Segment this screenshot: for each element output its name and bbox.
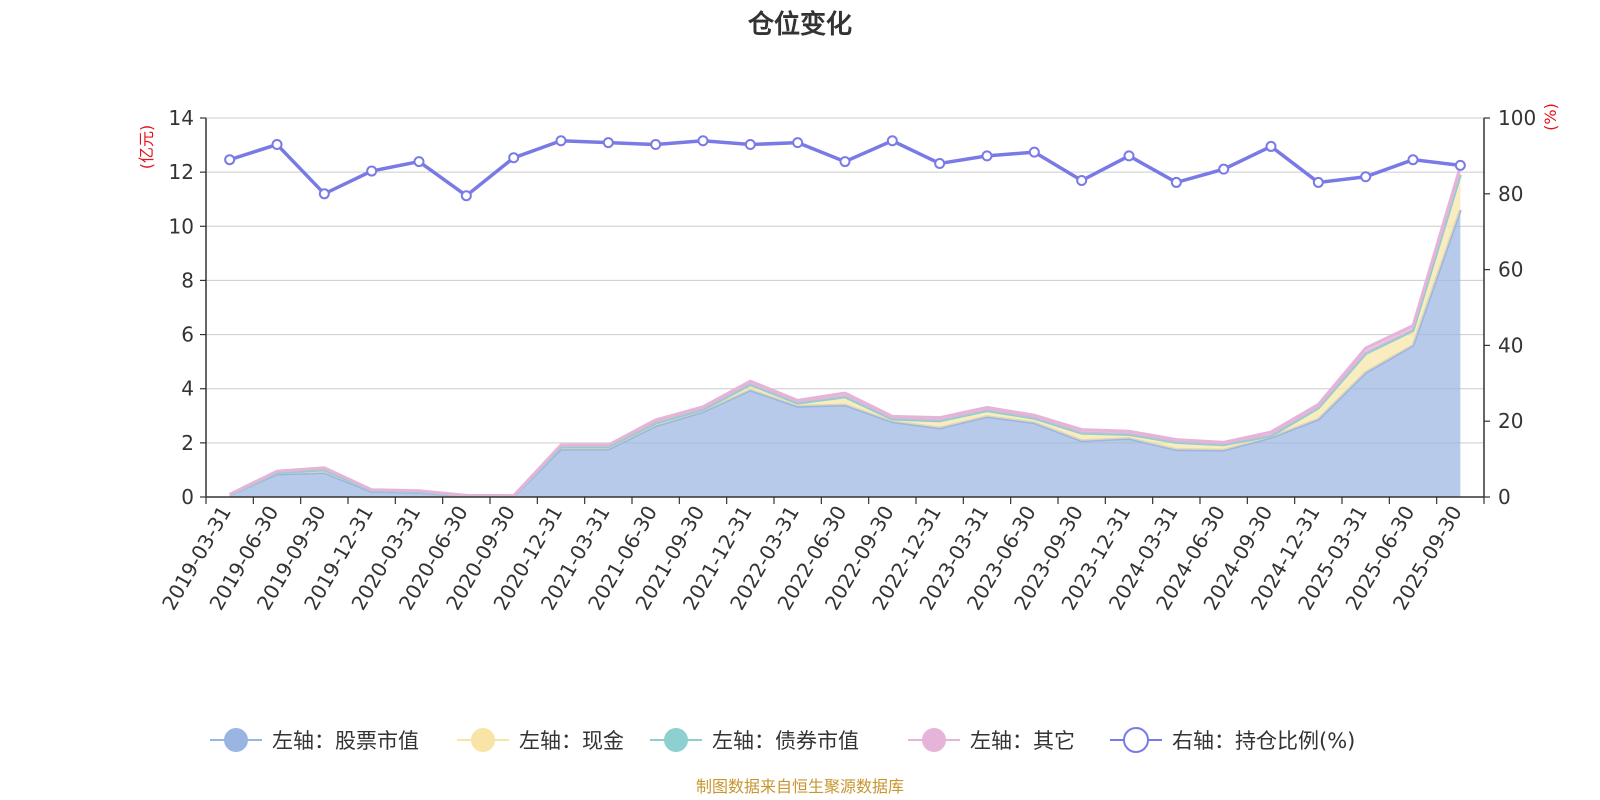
ratio-point xyxy=(602,137,614,149)
ratio-point xyxy=(1123,150,1135,162)
ratio-point xyxy=(366,165,378,177)
ratio-point xyxy=(1170,176,1182,188)
right-axis-tick-label: 80 xyxy=(1498,182,1523,206)
left-axis-tick-label: 0 xyxy=(181,485,194,509)
left-axis-tick-label: 10 xyxy=(169,214,194,238)
ratio-point xyxy=(1028,146,1040,158)
legend-circle-icon xyxy=(922,728,946,752)
legend-item[interactable]: 左轴：其它 xyxy=(908,728,1075,753)
left-axis-unit: (亿元) xyxy=(137,125,156,170)
left-axis-tick-label: 2 xyxy=(181,431,194,455)
left-axis-tick-label: 4 xyxy=(181,377,194,401)
chart-title: 仓位变化 xyxy=(747,9,852,40)
ratio-point xyxy=(508,152,520,164)
ratio-point xyxy=(650,139,662,151)
area-edge-line xyxy=(229,166,1462,498)
right-axis-unit: (%) xyxy=(1541,103,1560,131)
legend-item[interactable]: 左轴：股票市值 xyxy=(210,728,419,753)
legend-circle-icon xyxy=(224,728,248,752)
legend-label: 左轴：现金 xyxy=(519,729,624,753)
legend-item[interactable]: 左轴：债券市值 xyxy=(650,728,859,753)
ratio-point xyxy=(460,190,472,202)
legend-label: 右轴：持仓比例(%) xyxy=(1172,729,1355,753)
ratio-point xyxy=(1218,163,1230,175)
ratio-point xyxy=(697,135,709,147)
ratio-point xyxy=(886,135,898,147)
legend-item[interactable]: 左轴：现金 xyxy=(457,728,624,753)
ratio-point xyxy=(839,156,851,168)
legend-label: 左轴：股票市值 xyxy=(272,729,419,753)
ratio-point xyxy=(1407,154,1419,166)
ratio-point xyxy=(1454,159,1466,171)
left-axis-tick-label: 12 xyxy=(169,160,194,184)
right-axis-tick-label: 20 xyxy=(1498,409,1523,433)
ratio-point xyxy=(555,135,567,147)
legend-label: 左轴：其它 xyxy=(970,729,1075,753)
legend-item[interactable]: 右轴：持仓比例(%) xyxy=(1110,727,1355,753)
legend: 左轴：股票市值 左轴：现金 左轴：债券市值 左轴：其它 右轴：持仓比例(%) xyxy=(210,727,1355,753)
right-axis-tick-label: 40 xyxy=(1498,333,1523,357)
ratio-point xyxy=(1076,175,1088,187)
ratio-point xyxy=(271,139,283,151)
legend-circle-icon xyxy=(1123,727,1149,753)
ratio-point xyxy=(1312,176,1324,188)
ratio-point xyxy=(744,139,756,151)
left-axis-tick-label: 6 xyxy=(181,323,194,347)
area-fill xyxy=(229,210,1461,498)
left-axis-tick-label: 8 xyxy=(181,268,194,292)
ratio-point xyxy=(981,150,993,162)
source-note: 制图数据来自恒生聚源数据库 xyxy=(696,777,904,796)
ratio-point xyxy=(1360,171,1372,183)
grid-lines xyxy=(206,117,1484,444)
legend-circle-icon xyxy=(471,728,495,752)
ratio-point xyxy=(1265,140,1277,152)
ratio-point xyxy=(792,137,804,149)
legend-circle-icon xyxy=(664,728,688,752)
ratio-point xyxy=(318,188,330,200)
right-axis-tick-label: 0 xyxy=(1498,485,1511,509)
ratio-point xyxy=(413,156,425,168)
legend-label: 左轴：债券市值 xyxy=(712,729,859,753)
left-axis-tick-label: 14 xyxy=(169,106,194,130)
ratio-line xyxy=(224,135,1466,202)
right-axis-tick-label: 60 xyxy=(1498,258,1523,282)
area-series xyxy=(229,166,1462,498)
right-axis-tick-label: 100 xyxy=(1498,106,1536,130)
ratio-point xyxy=(934,157,946,169)
ratio-point xyxy=(224,154,236,166)
